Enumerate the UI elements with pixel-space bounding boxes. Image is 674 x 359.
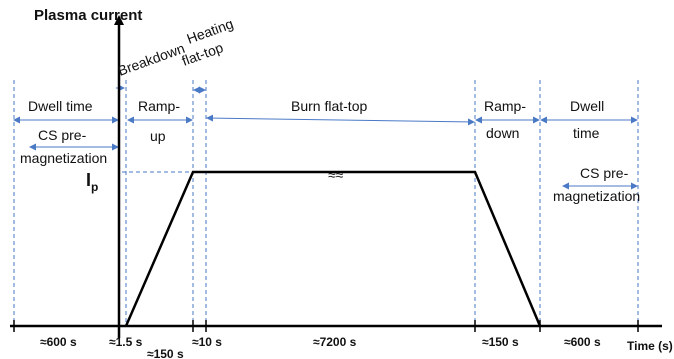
dwell-time-left-label: Dwell time	[28, 98, 93, 114]
burn-flat-top-label: Burn flat-top	[291, 98, 367, 114]
burn-arrow	[206, 114, 475, 126]
duration-burn: ≈7200 s	[313, 335, 357, 349]
ip-label: Ip	[86, 170, 98, 194]
dwell-time-right-label-1: Dwell	[570, 98, 604, 114]
duration-dwell-left: ≈600 s	[40, 335, 77, 349]
rampup-label-2: up	[150, 128, 166, 144]
breakdown-label: Breakdown	[116, 40, 187, 79]
rampup-label-1: Ramp-	[138, 98, 180, 114]
duration-rampdown: ≈150 s	[482, 335, 519, 349]
cs-premagnetization-left-label-2: magnetization	[20, 150, 107, 166]
break-symbol: ≈≈	[328, 167, 344, 183]
cs-premagnetization-left-label-1: CS pre-	[38, 127, 87, 143]
duration-heating: ≈10 s	[192, 335, 222, 349]
heating-label-2: flat-top	[180, 39, 226, 69]
x-axis-title: Time (s)	[627, 339, 673, 353]
y-axis-title: Plasma current	[34, 7, 142, 24]
duration-breakdown: ≈1.5 s	[109, 335, 143, 349]
rampdown-label-2: down	[486, 125, 519, 141]
dwell-time-right-label-2: time	[573, 125, 600, 141]
cs-premagnetization-right-label-2: magnetization	[553, 188, 640, 204]
rampdown-label-1: Ramp-	[484, 98, 526, 114]
plasma-current-waveform	[124, 170, 542, 327]
duration-dwell-right: ≈600 s	[564, 335, 601, 349]
cs-premagnetization-right-label-1: CS pre-	[580, 165, 629, 181]
duration-rampup: ≈150 s	[147, 347, 184, 359]
